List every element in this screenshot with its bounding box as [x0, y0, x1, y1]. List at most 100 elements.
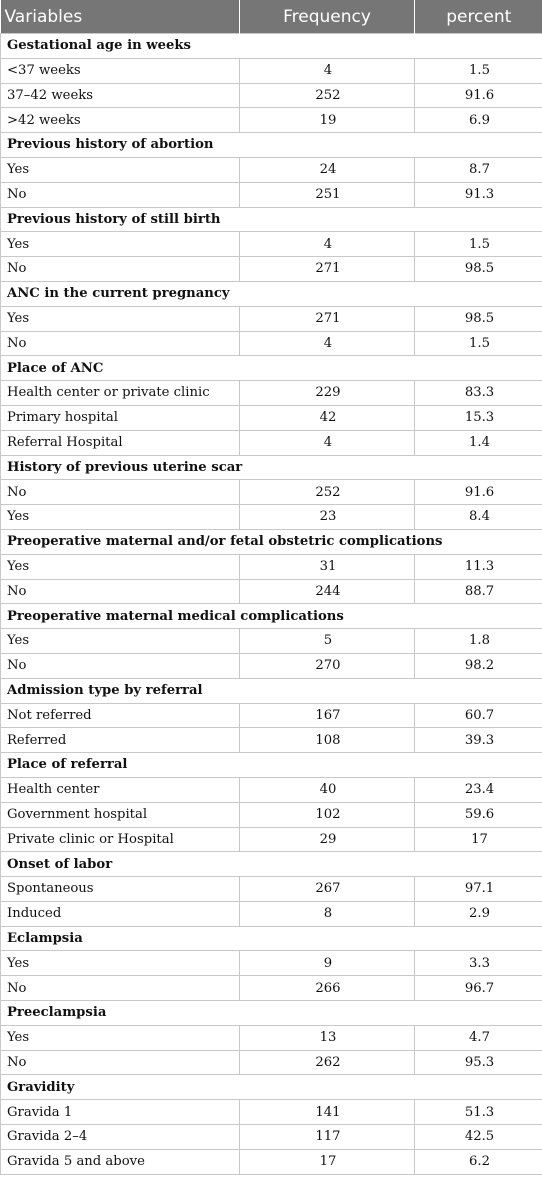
header-frequency: Frequency	[239, 0, 415, 34]
cell-variable: No	[0, 975, 240, 1002]
table-row: Yes 271 98.5	[0, 305, 542, 332]
table-body: Gestational age in weeks <37 weeks 4 1.5 37–…	[0, 33, 542, 1175]
table-row: Yes 4 1.5	[0, 231, 542, 258]
cell-percent: 1.5	[414, 231, 542, 258]
cell-variable: Referred	[0, 727, 240, 754]
cell-percent: 60.7	[414, 702, 542, 729]
table-row: Yes 13 4.7	[0, 1024, 542, 1051]
section-title: Gestational age in weeks	[0, 33, 542, 59]
cell-frequency: 4	[239, 57, 415, 84]
table-row: Government hospital 102 59.6	[0, 801, 542, 828]
cell-variable: Yes	[0, 504, 240, 530]
cell-percent: 1.8	[414, 628, 542, 654]
cell-percent: 42.5	[414, 1124, 542, 1150]
table-row: No 262 95.3	[0, 1049, 542, 1076]
cell-percent: 97.1	[414, 876, 542, 902]
cell-percent: 98.2	[414, 652, 542, 679]
cell-percent: 8.7	[414, 156, 542, 183]
table-row: Yes 31 11.3	[0, 553, 542, 580]
table-row: No 244 88.7	[0, 578, 542, 605]
cell-frequency: 17	[239, 1148, 415, 1175]
section-title: Eclampsia	[0, 925, 542, 952]
cell-variable: Private clinic or Hospital	[0, 826, 240, 853]
table-row: Gravida 1 141 51.3	[0, 1099, 542, 1126]
cell-frequency: 167	[239, 702, 415, 729]
cell-variable: Yes	[0, 156, 240, 183]
cell-percent: 98.5	[414, 305, 542, 332]
section-title: Preoperative maternal and/or fetal obste…	[0, 528, 542, 555]
table-row: Yes 9 3.3	[0, 950, 542, 977]
cell-frequency: 271	[239, 256, 415, 282]
table-row: No 266 96.7	[0, 975, 542, 1002]
table-row: Induced 8 2.9	[0, 900, 542, 927]
section-row: Place of referral	[0, 752, 542, 778]
cell-variable: Government hospital	[0, 801, 240, 828]
section-title: Onset of labor	[0, 851, 542, 878]
section-row: Preeclampsia	[0, 1000, 542, 1026]
table-row: Health center or private clinic 229 83.3	[0, 380, 542, 406]
header-row: Variables Frequency percent	[0, 0, 542, 34]
cell-percent: 11.3	[414, 553, 542, 580]
section-title: Place of ANC	[0, 355, 542, 382]
section-row: Place of ANC	[0, 355, 542, 382]
table-row: No 270 98.2	[0, 652, 542, 679]
cell-percent: 83.3	[414, 380, 542, 406]
section-title: Place of referral	[0, 752, 542, 778]
cell-percent: 23.4	[414, 776, 542, 803]
section-row: Gravidity	[0, 1074, 542, 1101]
section-row: Eclampsia	[0, 925, 542, 952]
cell-frequency: 141	[239, 1099, 415, 1126]
table-row: 37–42 weeks 252 91.6	[0, 82, 542, 109]
section-title: Previous history of still birth	[0, 206, 542, 233]
section-title: ANC in the current pregnancy	[0, 280, 542, 307]
section-title: Preoperative maternal medical complicati…	[0, 603, 542, 630]
cell-frequency: 262	[239, 1049, 415, 1076]
table-row: >42 weeks 19 6.9	[0, 107, 542, 134]
cell-percent: 39.3	[414, 727, 542, 754]
table-row: Health center 40 23.4	[0, 776, 542, 803]
cell-frequency: 108	[239, 727, 415, 754]
section-title: Preeclampsia	[0, 1000, 542, 1026]
section-title: History of previous uterine scar	[0, 454, 542, 481]
section-row: Previous history of abortion	[0, 132, 542, 158]
cell-percent: 91.3	[414, 181, 542, 208]
table-header: Variables Frequency percent	[0, 0, 542, 34]
table-row: Spontaneous 267 97.1	[0, 876, 542, 902]
cell-frequency: 24	[239, 156, 415, 183]
table-row: No 251 91.3	[0, 181, 542, 208]
cell-percent: 59.6	[414, 801, 542, 828]
cell-variable: Spontaneous	[0, 876, 240, 902]
cell-variable: Health center	[0, 776, 240, 803]
cell-variable: Yes	[0, 628, 240, 654]
cell-variable: Referral Hospital	[0, 429, 240, 456]
cell-frequency: 229	[239, 380, 415, 406]
table-row: Gravida 2–4 117 42.5	[0, 1124, 542, 1150]
cell-frequency: 5	[239, 628, 415, 654]
cell-variable: Gravida 1	[0, 1099, 240, 1126]
cell-frequency: 29	[239, 826, 415, 853]
table-row: Yes 24 8.7	[0, 156, 542, 183]
cell-percent: 88.7	[414, 578, 542, 605]
cell-variable: No	[0, 578, 240, 605]
cell-percent: 17	[414, 826, 542, 853]
cell-variable: Yes	[0, 305, 240, 332]
cell-frequency: 42	[239, 404, 415, 431]
cell-frequency: 271	[239, 305, 415, 332]
cell-variable: No	[0, 181, 240, 208]
cell-frequency: 31	[239, 553, 415, 580]
table-row: Yes 23 8.4	[0, 504, 542, 530]
cell-percent: 1.5	[414, 57, 542, 84]
cell-variable: <37 weeks	[0, 57, 240, 84]
table-row: Primary hospital 42 15.3	[0, 404, 542, 431]
cell-variable: Health center or private clinic	[0, 380, 240, 406]
table-row: Not referred 167 60.7	[0, 702, 542, 729]
cell-frequency: 252	[239, 479, 415, 506]
cell-percent: 6.2	[414, 1148, 542, 1175]
cell-percent: 51.3	[414, 1099, 542, 1126]
cell-frequency: 40	[239, 776, 415, 803]
section-row: Gestational age in weeks	[0, 33, 542, 59]
cell-variable: >42 weeks	[0, 107, 240, 134]
cell-frequency: 270	[239, 652, 415, 679]
header-variables: Variables	[0, 0, 240, 34]
cell-frequency: 267	[239, 876, 415, 902]
